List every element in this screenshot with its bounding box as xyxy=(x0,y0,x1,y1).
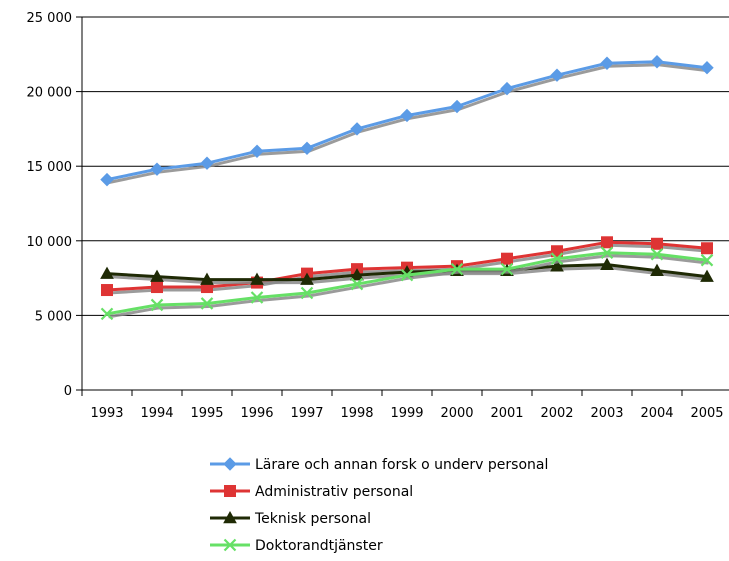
data-point xyxy=(500,81,514,96)
x-marker-stroke xyxy=(150,298,164,312)
x-tick-label: 2003 xyxy=(590,406,623,421)
data-point xyxy=(650,263,664,276)
legend-marker xyxy=(223,457,237,471)
x-tick-label: 2001 xyxy=(490,406,523,421)
data-point xyxy=(250,272,264,285)
x-tick-label: 1996 xyxy=(240,406,273,421)
data-point xyxy=(701,242,713,255)
legend-item: Administrativ personal xyxy=(210,484,413,500)
data-point xyxy=(651,237,663,250)
y-tick-label: 15 000 xyxy=(27,160,73,175)
data-point xyxy=(450,99,464,114)
legend-item: Lärare och annan forsk o underv personal xyxy=(210,457,548,473)
series-lines xyxy=(100,55,714,321)
data-point xyxy=(600,257,614,270)
data-point xyxy=(100,266,114,279)
x-marker-stroke xyxy=(400,268,414,282)
data-point xyxy=(601,236,613,249)
data-point xyxy=(300,272,314,285)
data-point xyxy=(600,246,614,260)
data-point xyxy=(650,247,664,261)
x-marker-stroke xyxy=(600,246,614,260)
y-tick-label: 0 xyxy=(64,384,72,399)
data-point xyxy=(600,56,614,70)
legend-item: Doktorandtjänster xyxy=(210,538,383,554)
x-marker-stroke xyxy=(550,252,564,265)
data-point xyxy=(350,277,364,291)
y-tick-label: 10 000 xyxy=(27,235,73,250)
series-3 xyxy=(100,246,714,321)
x-tick-label: 1993 xyxy=(90,406,123,421)
data-point xyxy=(650,55,664,69)
x-tick-label: 1999 xyxy=(390,406,423,421)
data-point xyxy=(700,253,714,267)
data-point xyxy=(350,268,364,281)
x-tick-label: 2005 xyxy=(690,406,723,421)
data-point xyxy=(151,281,163,294)
data-point xyxy=(200,297,214,310)
data-point xyxy=(700,61,714,75)
series-0 xyxy=(100,55,714,187)
data-point xyxy=(150,269,164,282)
data-point xyxy=(550,259,564,272)
legend: Lärare och annan forsk o underv personal… xyxy=(210,457,548,554)
x-marker-stroke xyxy=(500,262,514,276)
data-point xyxy=(300,286,314,300)
data-point xyxy=(100,307,114,321)
legend-item: Teknisk personal xyxy=(210,510,371,527)
legend-marker xyxy=(223,538,237,552)
x-tick-label: 1995 xyxy=(190,406,223,421)
data-point xyxy=(100,172,114,187)
data-point xyxy=(450,262,464,276)
y-tick-label: 20 000 xyxy=(27,86,73,101)
legend-label: Teknisk personal xyxy=(254,511,371,527)
x-tick-label: 2002 xyxy=(540,406,573,421)
data-point xyxy=(150,162,164,176)
x-marker-stroke xyxy=(350,277,364,291)
x-tick-label: 1997 xyxy=(290,406,323,421)
x-marker-stroke xyxy=(650,247,664,261)
data-point xyxy=(551,245,563,258)
data-point xyxy=(101,284,113,297)
data-point xyxy=(200,156,214,170)
data-point xyxy=(501,252,513,265)
data-point xyxy=(400,108,414,123)
y-tick-label: 25 000 xyxy=(27,11,73,26)
x-marker-stroke xyxy=(100,307,114,321)
x-marker-stroke xyxy=(250,291,264,304)
data-point xyxy=(350,122,364,136)
data-point xyxy=(200,272,214,285)
x-tick-label: 1998 xyxy=(340,406,373,421)
axes: 0 5 000 10 000 15 000 20 000 25 000 1993 1994 19… xyxy=(27,11,729,421)
y-tick-label: 5 000 xyxy=(35,309,72,324)
data-point xyxy=(550,68,564,82)
x-marker-stroke xyxy=(300,286,314,300)
legend-label: Lärare och annan forsk o underv personal xyxy=(255,457,548,473)
x-marker-stroke xyxy=(200,297,214,310)
x-tick-label: 2004 xyxy=(640,406,673,421)
data-point xyxy=(150,298,164,312)
data-point xyxy=(250,291,264,304)
data-point xyxy=(700,269,714,282)
x-marker-stroke xyxy=(223,538,237,552)
data-point xyxy=(400,268,414,282)
x-marker-stroke xyxy=(700,253,714,267)
x-marker-stroke xyxy=(450,262,464,276)
x-tick-label: 2000 xyxy=(440,406,473,421)
legend-marker xyxy=(223,510,237,524)
legend-label: Doktorandtjänster xyxy=(255,538,383,554)
data-point xyxy=(250,144,264,158)
legend-marker xyxy=(224,485,236,497)
data-point xyxy=(300,141,314,156)
x-tick-label: 1994 xyxy=(140,406,173,421)
data-point xyxy=(500,262,514,276)
legend-label: Administrativ personal xyxy=(255,484,413,500)
data-point xyxy=(550,252,564,265)
